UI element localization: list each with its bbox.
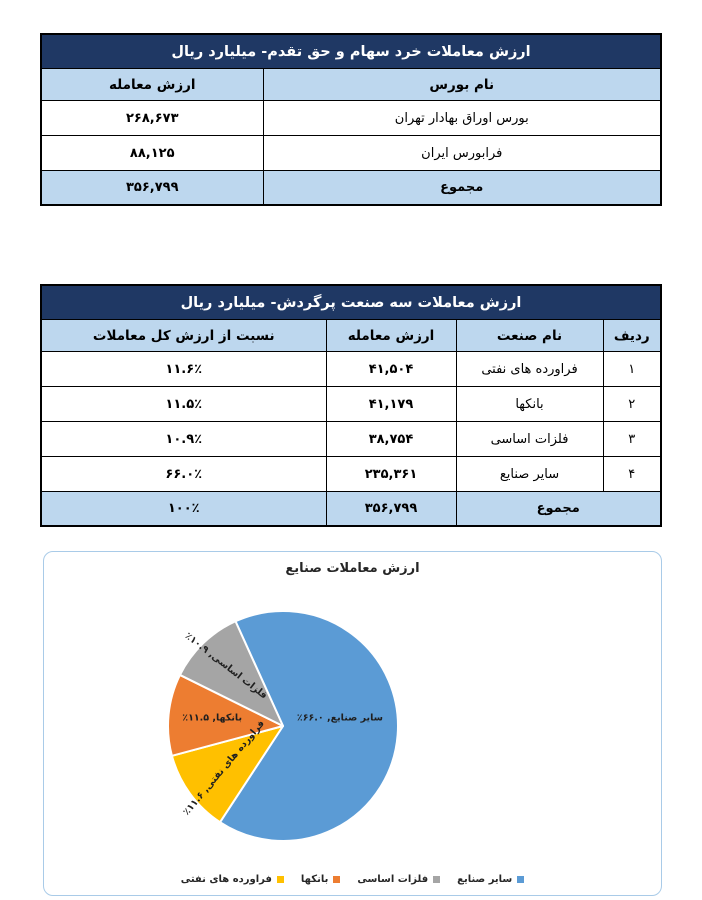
industry-value: ۳۸,۷۵۴ <box>325 421 457 457</box>
table2-total-ratio: ۱۰۰٪ <box>40 491 327 527</box>
table2-header-row: ردیف نام صنعت ارزش معامله نسبت از ارزش ک… <box>40 319 662 352</box>
industry-value: ۴۱,۵۰۴ <box>325 351 457 387</box>
table2-total-row: مجموع ۳۵۶,۷۹۹ ۱۰۰٪ <box>40 491 662 527</box>
pie-slice-2 <box>170 725 284 824</box>
industries-pie-chart-box: ارزش معاملات صنایع سایر صنایع, ۶۶.۰٪ فراو… <box>43 551 662 896</box>
table1-total-label: مجموع <box>262 170 662 206</box>
retail-trades-table: ارزش معاملات خرد سهام و حق تقدم- میلیارد… <box>39 33 662 206</box>
legend-marker-icon <box>333 876 341 883</box>
content-wrapper: ارزش معاملات خرد سهام و حق تقدم- میلیارد… <box>0 33 702 896</box>
legend-marker-icon <box>433 876 441 883</box>
table1-col-exchange-name: نام بورس <box>262 68 662 101</box>
table2-col-industry: نام صنعت <box>455 319 604 352</box>
legend-marker-icon <box>276 876 284 883</box>
table2-total-label: مجموع <box>455 491 662 527</box>
chart-legend: سایر صنایع فلزات اساسی بانکها فراورده های ن… <box>44 874 661 885</box>
industry-name: بانکها <box>455 386 604 422</box>
table2-total-value: ۳۵۶,۷۹۹ <box>325 491 457 527</box>
industry-ratio: ۶۶.۰٪ <box>40 456 327 492</box>
legend-item: بانکها <box>300 874 341 885</box>
industry-rank: ۳ <box>602 421 662 457</box>
exchange-value: ۸۸,۱۲۵ <box>40 135 264 171</box>
chart-title: ارزش معاملات صنایع <box>285 561 420 576</box>
industry-value: ۲۳۵,۳۶۱ <box>325 456 457 492</box>
industry-row: ۴ سایر صنایع ۲۳۵,۳۶۱ ۶۶.۰٪ <box>40 456 662 492</box>
industry-name: فراورده های نفتی <box>455 351 604 387</box>
pie-slice-label: سایر صنایع, ۶۶.۰٪ <box>296 712 383 724</box>
table2-col-ratio: نسبت از ارزش کل معاملات <box>40 319 327 352</box>
legend-label: سایر صنایع <box>457 874 513 885</box>
industry-row: ۱ فراورده های نفتی ۴۱,۵۰۴ ۱۱.۶٪ <box>40 351 662 387</box>
legend-label: فلزات اساسی <box>357 874 429 885</box>
industry-name: سایر صنایع <box>455 456 604 492</box>
legend-item: فراورده های نفتی <box>181 874 284 885</box>
exchange-name: بورس اوراق بهادار تهران <box>262 100 662 136</box>
table1-header-row: نام بورس ارزش معامله <box>40 68 662 101</box>
table2-col-value: ارزش معامله <box>325 319 457 352</box>
industry-rank: ۲ <box>602 386 662 422</box>
industry-ratio: ۱۱.۵٪ <box>40 386 327 422</box>
pie-slice-label: بانکها, ۱۱.۵٪ <box>182 712 243 724</box>
report-page: ارزش معاملات خرد سهام و حق تقدم- میلیارد… <box>0 33 702 900</box>
table1-title-row: ارزش معاملات خرد سهام و حق تقدم- میلیارد… <box>40 33 662 69</box>
industry-ratio: ۱۰.۹٪ <box>40 421 327 457</box>
table2-title-row: ارزش معاملات سه صنعت پرگردش- میلیارد ریا… <box>40 284 662 320</box>
pie-slice-3 <box>167 673 284 757</box>
legend-marker-icon <box>517 876 525 883</box>
industry-name: فلزات اساسی <box>455 421 604 457</box>
exchange-value: ۲۶۸,۶۷۳ <box>40 100 264 136</box>
industries-table: ارزش معاملات سه صنعت پرگردش- میلیارد ریا… <box>39 284 662 527</box>
pie-chart <box>167 610 399 842</box>
exchange-row: بورس اوراق بهادار تهران ۲۶۸,۶۷۳ <box>40 100 662 136</box>
industry-row: ۳ فلزات اساسی ۳۸,۷۵۴ ۱۰.۹٪ <box>40 421 662 457</box>
pie-slice-4 <box>178 620 284 727</box>
industry-value: ۴۱,۱۷۹ <box>325 386 457 422</box>
table1-total-row: مجموع ۳۵۶,۷۹۹ <box>40 170 662 206</box>
legend-label: بانکها <box>300 874 329 885</box>
pie-slice-1 <box>219 610 399 842</box>
exchange-row: فرابورس ایران ۸۸,۱۲۵ <box>40 135 662 171</box>
industry-rank: ۴ <box>602 456 662 492</box>
legend-label: فراورده های نفتی <box>180 874 272 885</box>
table1-total-value: ۳۵۶,۷۹۹ <box>40 170 264 206</box>
industry-rank: ۱ <box>602 351 662 387</box>
legend-item: سایر صنایع <box>457 874 525 885</box>
exchange-name: فرابورس ایران <box>262 135 662 171</box>
table2-title: ارزش معاملات سه صنعت پرگردش- میلیارد ریا… <box>40 284 662 320</box>
table2-col-row: ردیف <box>602 319 662 352</box>
table1-title: ارزش معاملات خرد سهام و حق تقدم- میلیارد… <box>40 33 662 69</box>
legend-item: فلزات اساسی <box>357 874 441 885</box>
table1-col-trade-value: ارزش معامله <box>40 68 264 101</box>
industry-ratio: ۱۱.۶٪ <box>40 351 327 387</box>
industry-row: ۲ بانکها ۴۱,۱۷۹ ۱۱.۵٪ <box>40 386 662 422</box>
